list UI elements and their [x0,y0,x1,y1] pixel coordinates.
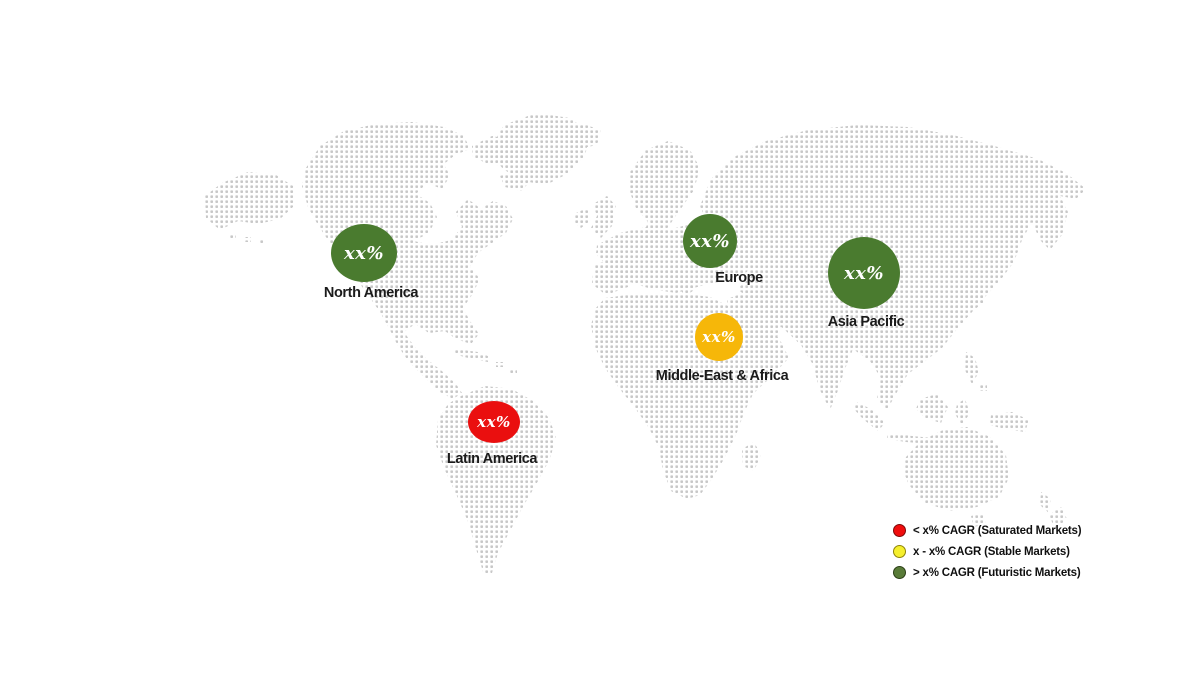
island-new-guinea [990,412,1029,432]
region-iberia [592,259,637,295]
continent-north-america [302,122,513,399]
region-bubble-latin-america: xx% Latin America [447,401,539,467]
region-bubble-middle-east-africa: xx% Middle-East & Africa [656,313,790,384]
bubble-middle-east-africa [695,313,743,361]
island-borneo [916,394,948,423]
legend-item-futuristic: > x% CAGR (Futuristic Markets) [893,562,1081,583]
legend-label-saturated: < x% CAGR (Saturated Markets) [913,524,1082,537]
island-iceland [566,124,601,149]
bubble-latin-america [468,401,520,443]
island-sumatra [853,402,885,431]
continent-alaska [205,172,294,230]
region-korea [948,300,960,318]
island-sulawesi [955,399,970,425]
legend-label-futuristic: > x% CAGR (Futuristic Markets) [913,566,1081,579]
bubble-north-america [331,224,397,282]
region-scandinavia [629,141,700,248]
island-great-britain [591,196,616,238]
bubble-value-middle-east-africa: xx% [701,328,736,346]
region-bubbles: xx% North America xx% Europe xx% Asia Pa… [324,214,905,467]
bubble-value-asia-pacific: xx% [843,263,884,284]
legend-item-stable: x - x% CAGR (Stable Markets) [893,541,1081,562]
island-sakhalin [1010,214,1026,246]
legend-dot-yellow-icon [893,545,906,558]
region-label-europe: Europe [715,270,763,286]
region-bubble-north-america: xx% North America [324,224,420,301]
bubble-value-north-america: xx% [343,243,384,264]
island-tasmania [971,513,986,527]
legend-dot-green-icon [893,566,906,579]
region-label-north-america: North America [324,285,420,301]
islands-japan [958,280,984,310]
islands-new-zealand [1040,492,1067,529]
continent-greenland [489,113,590,185]
legend: < x% CAGR (Saturated Markets) x - x% CAG… [893,520,1082,583]
legend-label-stable: x - x% CAGR (Stable Markets) [913,545,1070,558]
bubble-value-latin-america: xx% [476,413,511,431]
region-label-latin-america: Latin America [447,451,538,467]
bubble-europe [683,214,737,268]
bubble-asia-pacific [828,237,900,309]
region-bubble-asia-pacific: xx% Asia Pacific [828,237,905,330]
island-ireland [573,208,591,228]
islands-philippines [965,352,987,391]
legend-item-saturated: < x% CAGR (Saturated Markets) [893,520,1082,541]
legend-dot-red-icon [893,524,906,537]
continents [205,113,1086,575]
island-madagascar [742,442,761,471]
region-italy [664,264,694,296]
bubble-value-europe: xx% [689,231,730,252]
region-bubble-europe: xx% Europe [683,214,764,286]
islands-aleutian [228,233,265,244]
islands-caribbean [454,349,517,373]
region-label-asia-pacific: Asia Pacific [828,314,905,330]
continent-australia [903,427,1009,511]
continent-south-america [436,386,556,575]
region-label-middle-east-africa: Middle-East & Africa [656,368,790,384]
